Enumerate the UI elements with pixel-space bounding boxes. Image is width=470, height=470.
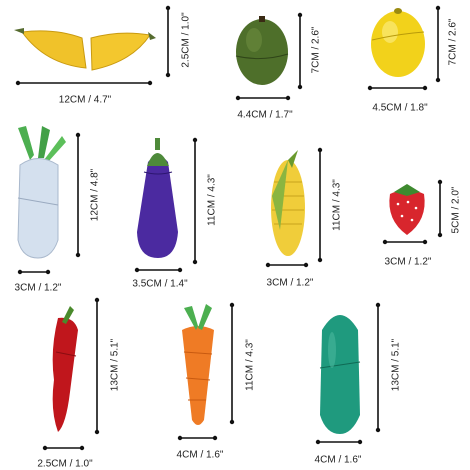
line-end (357, 439, 363, 445)
line-end (437, 179, 443, 185)
height-label: 13CM / 5.1" (110, 338, 121, 391)
line-end (177, 435, 183, 441)
line-end (94, 297, 100, 303)
line-end (75, 132, 81, 138)
line-end (192, 137, 198, 143)
height-label: 12CM / 4.8" (90, 168, 101, 221)
line-end (15, 80, 21, 86)
height-label: 7CM / 2.6" (448, 18, 459, 65)
width-label: 2.5CM / 1.0" (37, 459, 93, 470)
line-end (382, 239, 388, 245)
height-label: 5CM / 2.0" (451, 186, 462, 233)
width-label: 3CM / 1.2" (15, 283, 62, 294)
line-end (165, 5, 171, 11)
cucumber (319, 315, 361, 434)
width-label: 3.5CM / 1.4" (132, 279, 188, 290)
width-label: 4CM / 1.6" (315, 455, 362, 466)
line-end (165, 72, 171, 78)
line-end (177, 267, 183, 273)
line-end (134, 267, 140, 273)
line-end (75, 252, 81, 258)
line-end (435, 77, 441, 83)
line-end (303, 262, 309, 268)
line-end (317, 257, 323, 263)
line-end (229, 419, 235, 425)
line-end (229, 302, 235, 308)
height-label: 2.5CM / 1.0" (181, 12, 192, 68)
height-label: 11CM / 4.3" (245, 339, 256, 391)
line-end (375, 427, 381, 433)
width-label: 4.5CM / 1.8" (372, 103, 428, 114)
line-end (212, 435, 218, 441)
chili-pepper (52, 306, 78, 432)
width-label: 3CM / 1.2" (385, 257, 432, 268)
line-end (17, 269, 23, 275)
line-end (42, 445, 48, 451)
line-end (192, 259, 198, 265)
width-label: 4CM / 1.6" (177, 450, 224, 461)
lemon (371, 8, 425, 77)
olive (235, 16, 289, 85)
line-end (422, 239, 428, 245)
radish (17, 126, 66, 259)
line-end (285, 95, 291, 101)
line-end (422, 85, 428, 91)
line-end (315, 439, 321, 445)
line-end (317, 147, 323, 153)
width-label: 4.4CM / 1.7" (237, 110, 293, 121)
line-end (79, 445, 85, 451)
line-end (265, 262, 271, 268)
line-end (375, 302, 381, 308)
line-end (297, 84, 303, 90)
height-label: 11CM / 4.3" (207, 174, 218, 226)
line-end (94, 429, 100, 435)
carrot (182, 304, 214, 425)
height-label: 7CM / 2.6" (311, 26, 322, 73)
line-end (45, 269, 51, 275)
dimensions: 12CM / 4.7" 2.5CM / 1.0" 4.4CM / 1.7" 7CM /… (15, 5, 462, 470)
eggplant (137, 138, 178, 258)
height-label: 11CM / 4.3" (332, 179, 343, 231)
strawberry (389, 184, 425, 235)
width-label: 3CM / 1.2" (267, 278, 314, 289)
width-label: 12CM / 4.7" (59, 95, 112, 106)
line-end (367, 85, 373, 91)
line-end (435, 5, 441, 11)
corn (271, 150, 305, 256)
line-end (297, 12, 303, 18)
line-end (147, 80, 153, 86)
banana (14, 28, 156, 71)
line-end (437, 232, 443, 238)
line-end (235, 95, 241, 101)
height-label: 13CM / 5.1" (391, 338, 402, 391)
